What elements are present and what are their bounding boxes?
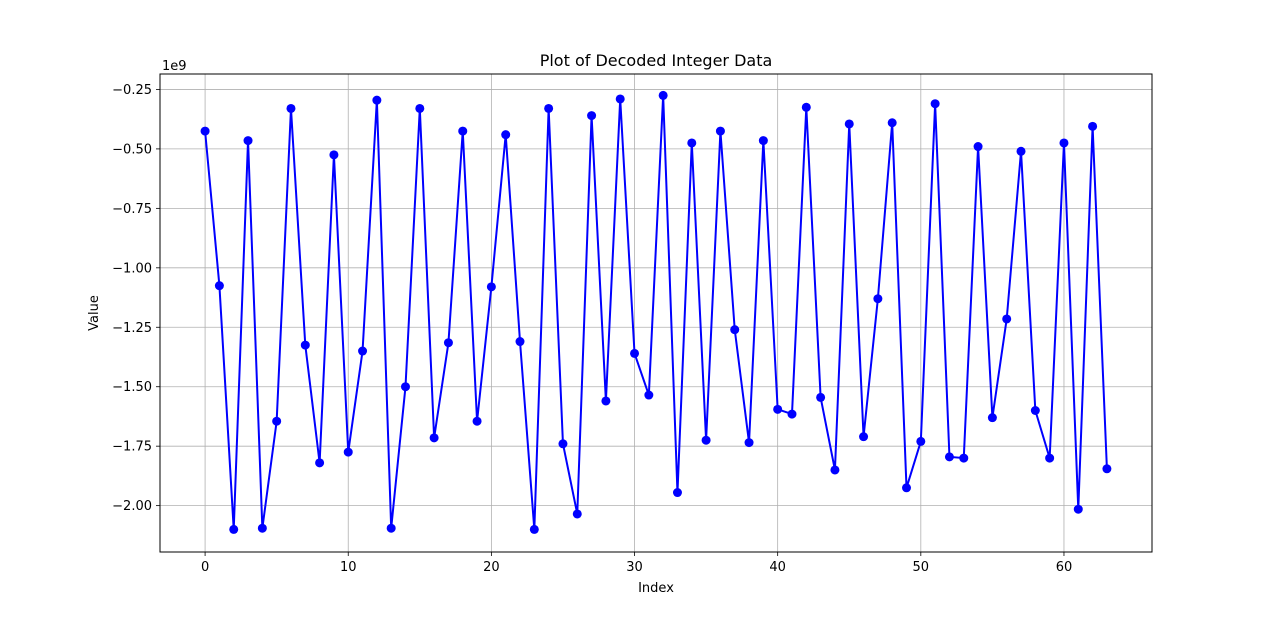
data-point <box>243 136 253 146</box>
x-axis-label: Index <box>638 581 674 596</box>
data-point <box>715 126 725 136</box>
data-point <box>544 103 554 113</box>
data-point <box>844 119 854 129</box>
data-point <box>272 416 282 426</box>
data-point <box>1002 314 1012 324</box>
data-point <box>615 94 625 104</box>
x-tick-label: 10 <box>340 560 357 575</box>
data-point <box>229 524 239 534</box>
data-point <box>959 453 969 463</box>
y-axis-offset-label: 1e9 <box>162 59 187 74</box>
data-point <box>486 282 496 292</box>
y-tick-label: −1.00 <box>112 261 152 276</box>
data-point <box>687 138 697 148</box>
data-series <box>200 90 1112 534</box>
data-point <box>386 523 396 533</box>
data-point <box>916 436 926 446</box>
data-point <box>787 409 797 419</box>
x-tick-label: 0 <box>201 560 209 575</box>
x-tick-label: 50 <box>913 560 930 575</box>
data-point <box>472 416 482 426</box>
data-point <box>658 90 668 100</box>
y-tick-label: −1.50 <box>112 380 152 395</box>
data-point <box>744 438 754 448</box>
data-point <box>801 102 811 112</box>
data-point <box>987 413 997 423</box>
data-point <box>257 523 267 533</box>
data-point <box>973 142 983 152</box>
data-point <box>315 458 325 468</box>
y-tick-label: −0.25 <box>112 83 152 98</box>
data-point <box>515 337 525 347</box>
data-point <box>944 452 954 462</box>
data-point <box>286 103 296 113</box>
data-point <box>214 281 224 291</box>
y-tick-label: −1.75 <box>112 440 152 455</box>
x-tick-label: 60 <box>1056 560 1073 575</box>
x-tick-label: 40 <box>769 560 786 575</box>
data-point <box>429 433 439 443</box>
data-point <box>329 150 339 160</box>
data-point <box>358 346 368 356</box>
series-line <box>204 94 1108 531</box>
data-point <box>529 524 539 534</box>
data-point <box>758 136 768 146</box>
data-point <box>558 439 568 449</box>
data-point <box>644 390 654 400</box>
data-point <box>601 396 611 406</box>
data-point <box>1073 504 1083 514</box>
data-point <box>902 483 912 493</box>
data-point <box>372 95 382 105</box>
data-point <box>730 325 740 335</box>
data-point <box>1030 406 1040 416</box>
data-point <box>587 111 597 121</box>
data-point <box>343 447 353 457</box>
data-point <box>1059 138 1069 148</box>
y-tick-label: −0.75 <box>112 202 152 217</box>
data-point <box>630 348 640 358</box>
data-point <box>930 99 940 109</box>
axis-ticks: 0 10 20 30 40 50 60 −2.00 −1.75 −1.50 −1.25 −1.00 −0… <box>112 83 1072 575</box>
data-point <box>830 465 840 475</box>
data-point <box>1088 121 1098 131</box>
data-point <box>1102 464 1112 474</box>
data-point <box>701 435 711 445</box>
y-axis-label: Value <box>87 295 102 331</box>
plot-frame <box>159 73 1153 553</box>
data-point <box>887 118 897 128</box>
data-point <box>200 126 210 136</box>
data-point <box>816 392 826 402</box>
data-point <box>501 130 511 140</box>
data-point <box>458 126 468 136</box>
y-tick-label: −0.50 <box>112 142 152 157</box>
y-tick-label: −1.25 <box>112 321 152 336</box>
data-point <box>773 404 783 414</box>
data-point <box>443 338 453 348</box>
data-point <box>873 294 883 304</box>
data-point <box>400 382 410 392</box>
data-point <box>572 509 582 519</box>
data-point <box>415 103 425 113</box>
data-point <box>672 488 682 498</box>
data-point <box>300 340 310 350</box>
y-tick-label: −2.00 <box>112 499 152 514</box>
x-tick-label: 30 <box>626 560 643 575</box>
x-tick-label: 20 <box>483 560 500 575</box>
chart-title: Plot of Decoded Integer Data <box>540 51 773 70</box>
data-point <box>859 432 869 442</box>
data-point <box>1016 146 1026 156</box>
data-point <box>1045 453 1055 463</box>
